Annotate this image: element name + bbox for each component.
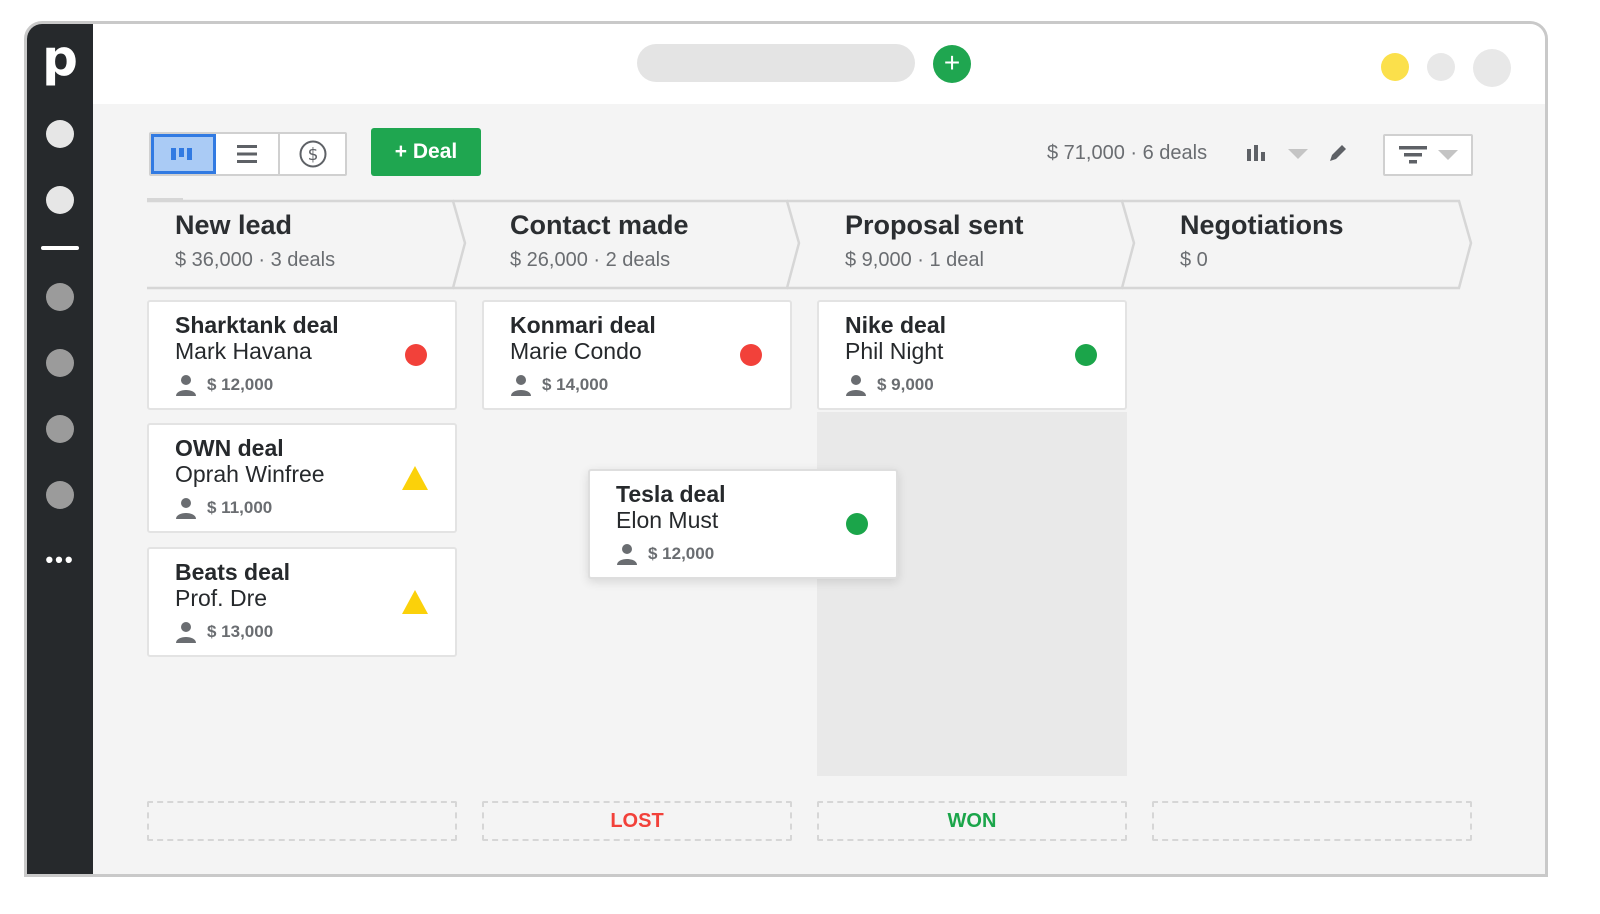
- sidebar-item-6[interactable]: [46, 481, 74, 509]
- deal-title: Beats deal: [175, 559, 291, 585]
- stage-name: Negotiations: [1180, 210, 1344, 240]
- pipeline-view-button[interactable]: [151, 134, 216, 174]
- pipeline-icon: [171, 148, 193, 160]
- deal-card[interactable]: OWN deal Oprah Winfree $ 11,000: [147, 423, 457, 533]
- won-drop-zone[interactable]: WON: [817, 801, 1127, 841]
- help-icon[interactable]: [1427, 53, 1455, 81]
- notification-icon[interactable]: [1381, 53, 1409, 81]
- forecast-view-button[interactable]: $: [280, 134, 345, 174]
- sidebar: p •••: [27, 24, 93, 874]
- stage-summary: $ 0: [1180, 249, 1208, 271]
- bar-chart-icon[interactable]: [1243, 140, 1269, 166]
- deal-person: Marie Condo: [510, 338, 642, 364]
- chevron-down-icon: [1437, 150, 1458, 160]
- person-icon: [176, 375, 196, 396]
- dollar-icon: $: [299, 140, 327, 168]
- warning-icon: [402, 590, 428, 614]
- deal-title: Konmari deal: [510, 312, 656, 338]
- sidebar-item-4[interactable]: [46, 349, 74, 377]
- stage-contact-made: Contact made $ 26,000 · 2 deals: [482, 198, 689, 290]
- more-icon[interactable]: •••: [45, 547, 75, 572]
- person-icon: [176, 622, 196, 643]
- person-icon: [511, 375, 531, 396]
- stage-name: New lead: [175, 210, 293, 240]
- stage-new-lead: New lead $ 36,000 · 3 deals: [147, 198, 335, 290]
- move-drop-zone[interactable]: [1152, 801, 1472, 841]
- add-deal-button[interactable]: + Deal: [371, 128, 481, 176]
- filter-dropdown[interactable]: [1383, 134, 1473, 176]
- stage-negotiations: Negotiations $ 0: [1152, 198, 1344, 290]
- deal-card[interactable]: Nike deal Phil Night $ 9,000: [817, 300, 1127, 410]
- column-drop-highlight: [817, 412, 1127, 776]
- person-icon: [176, 498, 196, 519]
- deal-card[interactable]: Konmari deal Marie Condo $ 14,000: [482, 300, 792, 410]
- deal-value: $ 11,000: [207, 498, 273, 517]
- sidebar-item-5[interactable]: [46, 415, 74, 443]
- stage-summary: $ 36,000 · 3 deals: [175, 249, 336, 271]
- warning-icon: [402, 466, 428, 490]
- sidebar-active-indicator: [41, 246, 79, 250]
- chevron-down-icon[interactable]: [1285, 144, 1311, 164]
- lost-drop-zone[interactable]: LOST: [482, 801, 792, 841]
- deal-value: $ 12,000: [207, 375, 274, 394]
- deal-person: Prof. Dre: [175, 585, 268, 611]
- person-icon: [617, 544, 637, 565]
- sidebar-item-3[interactable]: [46, 283, 74, 311]
- list-view-button[interactable]: [216, 134, 281, 174]
- filter-icon: [1398, 146, 1427, 164]
- deal-title: Sharktank deal: [175, 312, 339, 338]
- deal-person: Elon Must: [616, 507, 719, 533]
- stage-name: Contact made: [510, 210, 689, 240]
- dragged-deal-card[interactable]: Tesla deal Elon Must $ 12,000: [588, 469, 898, 579]
- view-switcher: $: [149, 132, 347, 176]
- edit-icon[interactable]: [1325, 140, 1351, 166]
- stage-header-bar: New lead $ 36,000 · 3 deals Contact made…: [147, 198, 1475, 290]
- deal-title: Tesla deal: [616, 481, 726, 507]
- quick-add-button[interactable]: +: [933, 45, 971, 83]
- deal-person: Oprah Winfree: [175, 461, 325, 487]
- status-red-icon: [405, 344, 427, 366]
- svg-text:$: $: [307, 145, 318, 165]
- avatar[interactable]: [1473, 49, 1511, 87]
- stage-arrows: [147, 198, 1473, 290]
- deal-card[interactable]: Beats deal Prof. Dre $ 13,000: [147, 547, 457, 657]
- deal-value: $ 9,000: [877, 375, 934, 394]
- delete-drop-zone[interactable]: [147, 801, 457, 841]
- search-input[interactable]: [637, 44, 915, 82]
- deal-value: $ 13,000: [207, 622, 274, 641]
- deal-title: Nike deal: [845, 312, 946, 338]
- stage-summary: $ 26,000 · 2 deals: [510, 249, 671, 271]
- deal-person: Phil Night: [845, 338, 944, 364]
- top-bar: +: [93, 24, 1545, 104]
- stage-name: Proposal sent: [845, 210, 1024, 240]
- sidebar-item-2[interactable]: [46, 186, 74, 214]
- deal-person: Mark Havana: [175, 338, 312, 364]
- status-red-icon: [740, 344, 762, 366]
- deal-value: $ 14,000: [542, 375, 609, 394]
- stage-summary: $ 9,000 · 1 deal: [845, 249, 984, 271]
- deal-title: OWN deal: [175, 435, 284, 461]
- deal-card[interactable]: Sharktank deal Mark Havana $ 12,000: [147, 300, 457, 410]
- pipedrive-logo[interactable]: p: [42, 29, 78, 87]
- stage-proposal-sent: Proposal sent $ 9,000 · 1 deal: [817, 198, 1024, 290]
- app-window: p ••• +: [24, 21, 1548, 877]
- person-icon: [846, 375, 866, 396]
- deal-value: $ 12,000: [648, 544, 715, 563]
- pipeline-summary: $ 71,000 · 6 deals: [1047, 142, 1208, 164]
- status-green-icon: [846, 513, 868, 535]
- list-icon: [237, 145, 258, 163]
- status-green-icon: [1075, 344, 1097, 366]
- pipeline-toolbar: $ + Deal $ 71,000 · 6 deals: [149, 128, 1545, 178]
- sidebar-item-1[interactable]: [46, 120, 74, 148]
